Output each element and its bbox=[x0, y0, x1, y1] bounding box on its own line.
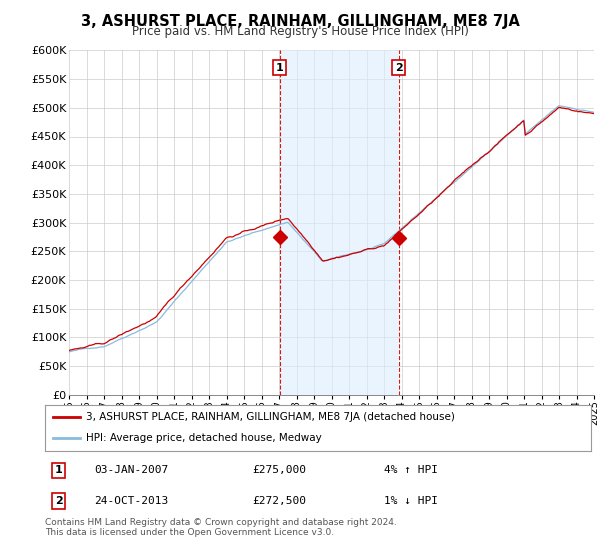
Text: Contains HM Land Registry data © Crown copyright and database right 2024.
This d: Contains HM Land Registry data © Crown c… bbox=[45, 518, 397, 538]
Text: 2: 2 bbox=[55, 496, 62, 506]
Text: 2: 2 bbox=[395, 63, 403, 73]
Text: 1: 1 bbox=[55, 465, 62, 475]
Text: 1% ↓ HPI: 1% ↓ HPI bbox=[383, 496, 437, 506]
Text: 3, ASHURST PLACE, RAINHAM, GILLINGHAM, ME8 7JA: 3, ASHURST PLACE, RAINHAM, GILLINGHAM, M… bbox=[80, 14, 520, 29]
Text: 03-JAN-2007: 03-JAN-2007 bbox=[94, 465, 169, 475]
Text: 4% ↑ HPI: 4% ↑ HPI bbox=[383, 465, 437, 475]
Text: £275,000: £275,000 bbox=[253, 465, 307, 475]
Text: £272,500: £272,500 bbox=[253, 496, 307, 506]
Text: 3, ASHURST PLACE, RAINHAM, GILLINGHAM, ME8 7JA (detached house): 3, ASHURST PLACE, RAINHAM, GILLINGHAM, M… bbox=[86, 412, 455, 422]
Text: 24-OCT-2013: 24-OCT-2013 bbox=[94, 496, 169, 506]
Text: HPI: Average price, detached house, Medway: HPI: Average price, detached house, Medw… bbox=[86, 433, 322, 444]
Text: Price paid vs. HM Land Registry's House Price Index (HPI): Price paid vs. HM Land Registry's House … bbox=[131, 25, 469, 38]
Text: 1: 1 bbox=[276, 63, 284, 73]
